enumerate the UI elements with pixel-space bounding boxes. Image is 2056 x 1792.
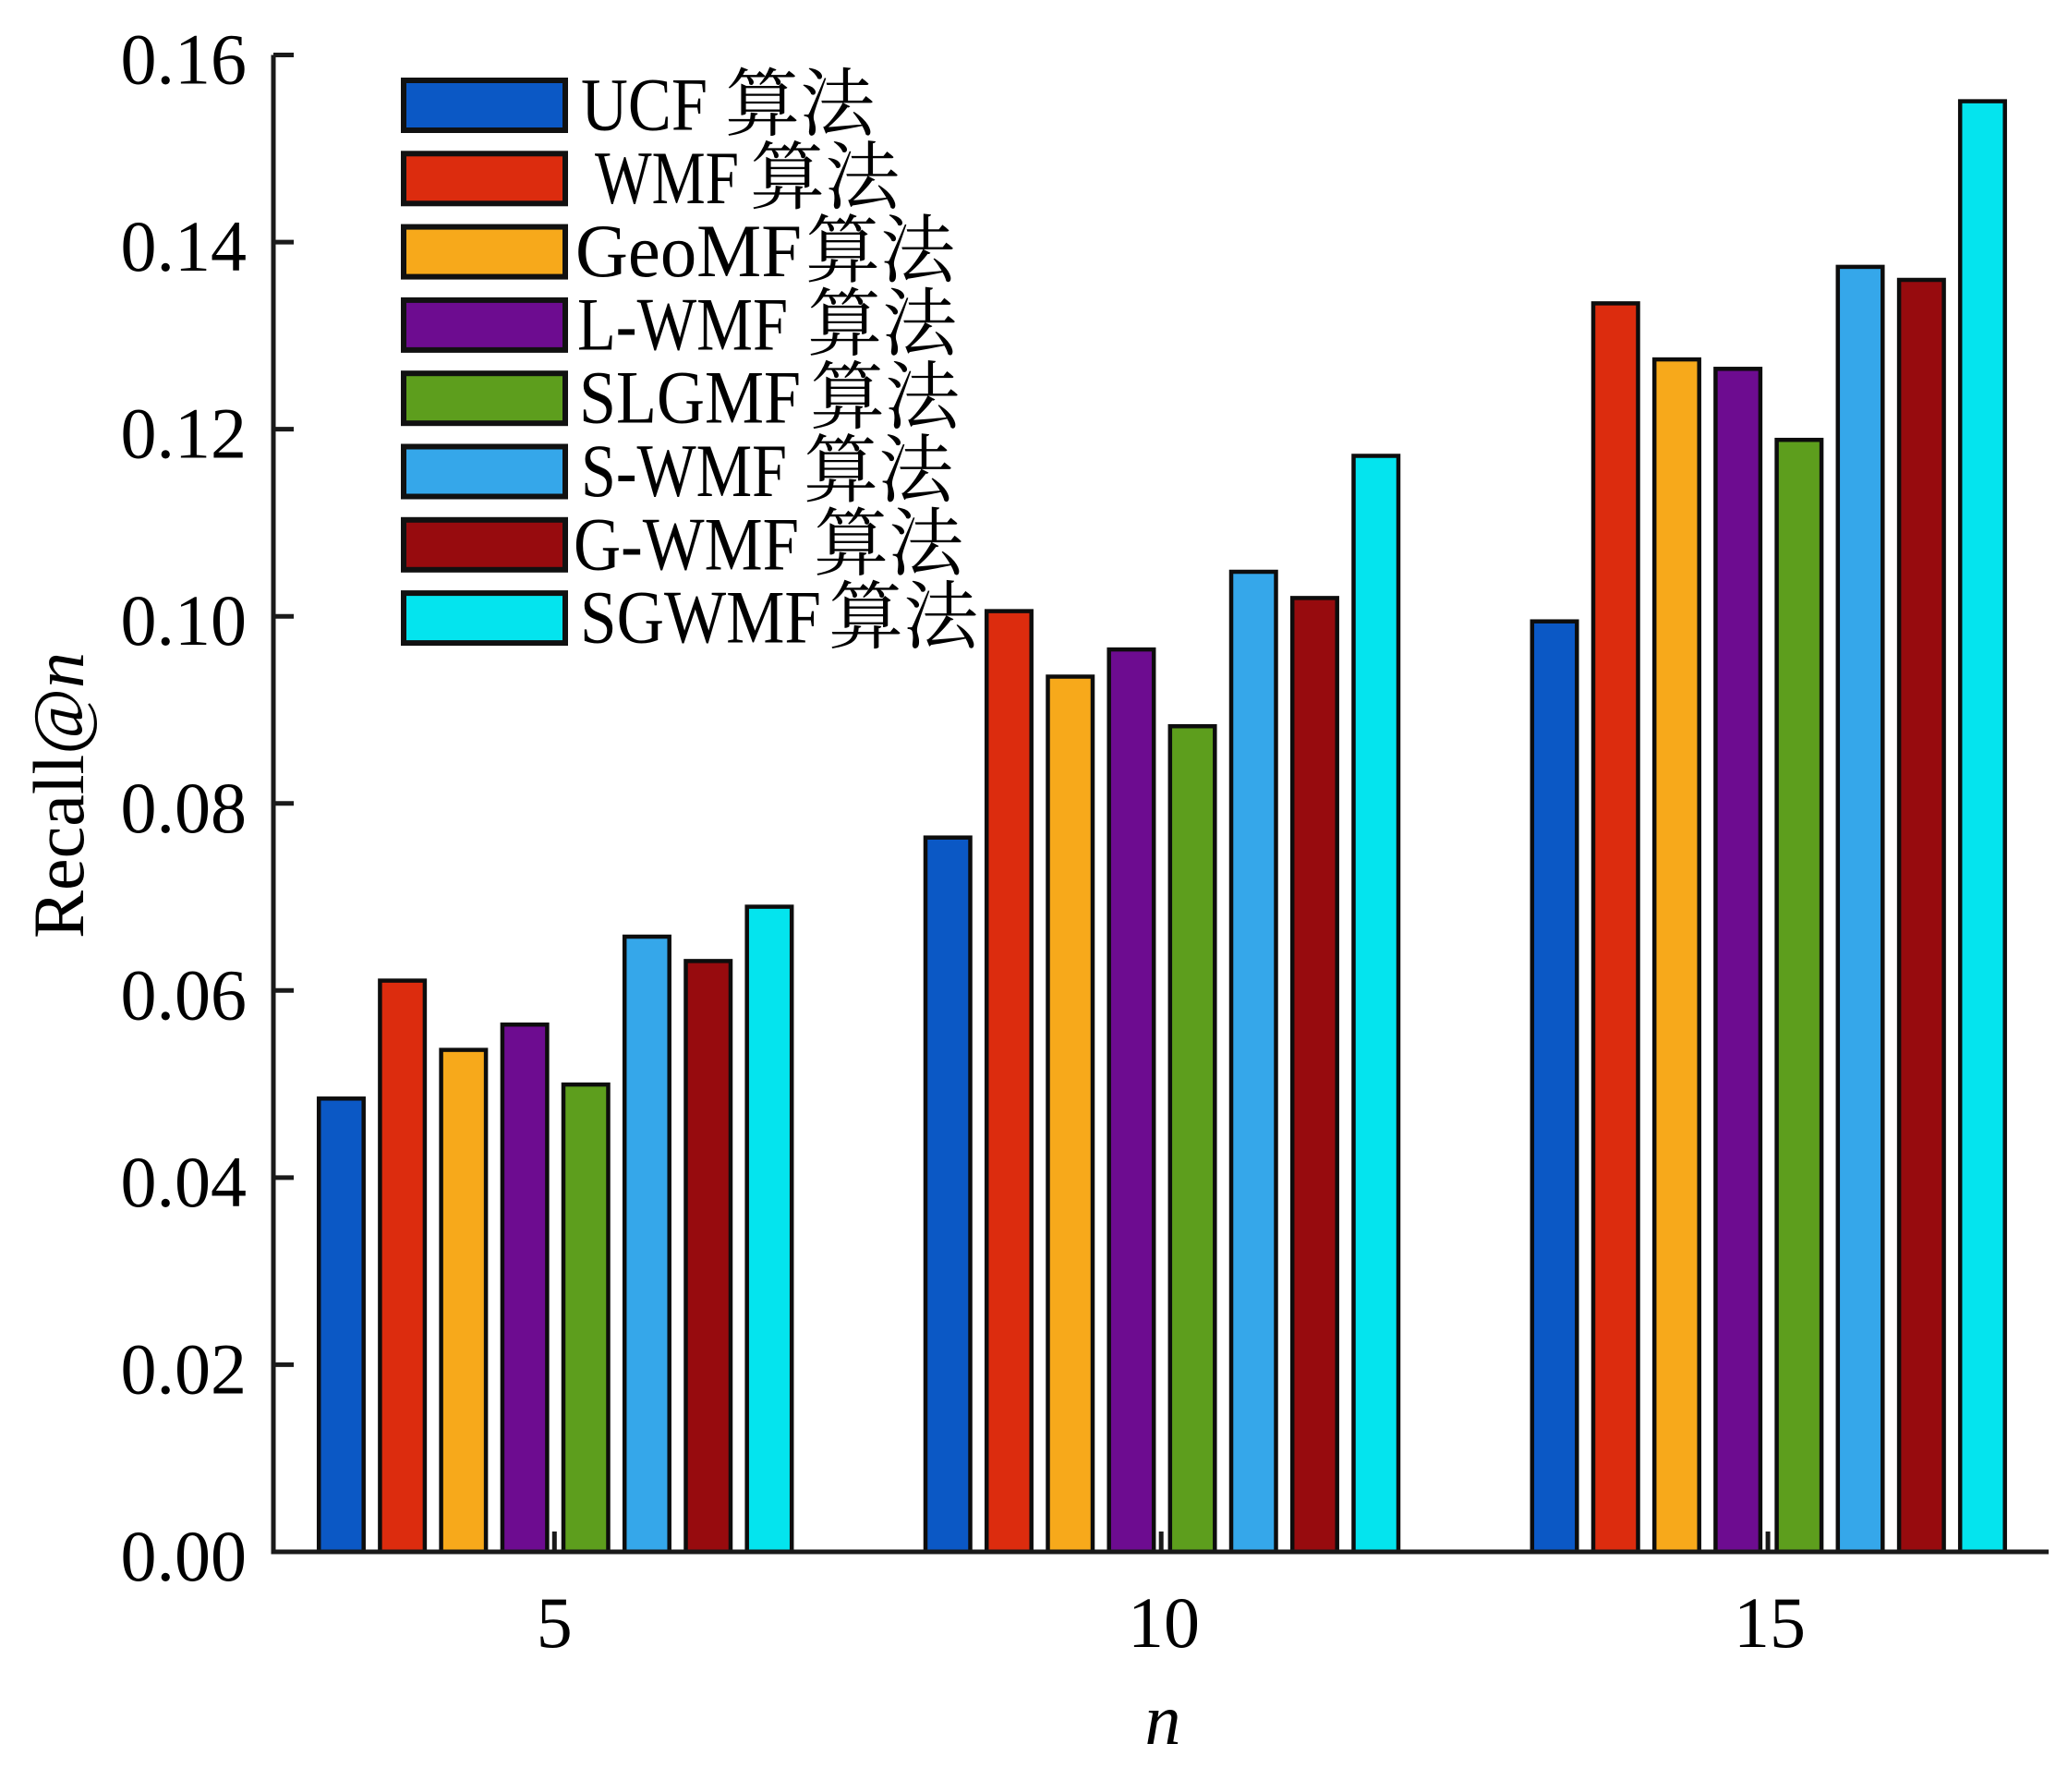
svg-text:G-WMF: G-WMF: [574, 502, 799, 586]
svg-text:10: 10: [1128, 1582, 1200, 1663]
svg-text:L-WMF: L-WMF: [577, 282, 788, 366]
svg-text:0.02: 0.02: [121, 1328, 248, 1409]
svg-text:0.16: 0.16: [121, 19, 248, 100]
svg-text:SLGMF: SLGMF: [579, 356, 801, 440]
svg-text:UCF: UCF: [581, 63, 708, 147]
svg-text:0.14: 0.14: [121, 206, 248, 286]
svg-text:SGWMF: SGWMF: [580, 575, 821, 660]
svg-text:0.00: 0.00: [121, 1516, 248, 1596]
svg-text:n: n: [1145, 1679, 1181, 1760]
svg-text:5: 5: [537, 1582, 573, 1663]
svg-text:GeoMF: GeoMF: [575, 209, 802, 293]
svg-text:0.10: 0.10: [121, 580, 248, 660]
svg-text:0.12: 0.12: [121, 394, 248, 474]
svg-text:0.06: 0.06: [121, 954, 248, 1035]
svg-text:Recall@n: Recall@n: [18, 652, 99, 938]
svg-text:WMF: WMF: [595, 136, 739, 220]
svg-text:S-WMF: S-WMF: [581, 429, 787, 513]
svg-text:0.04: 0.04: [121, 1142, 248, 1222]
svg-text:15: 15: [1734, 1582, 1806, 1663]
svg-text:0.08: 0.08: [121, 768, 248, 848]
